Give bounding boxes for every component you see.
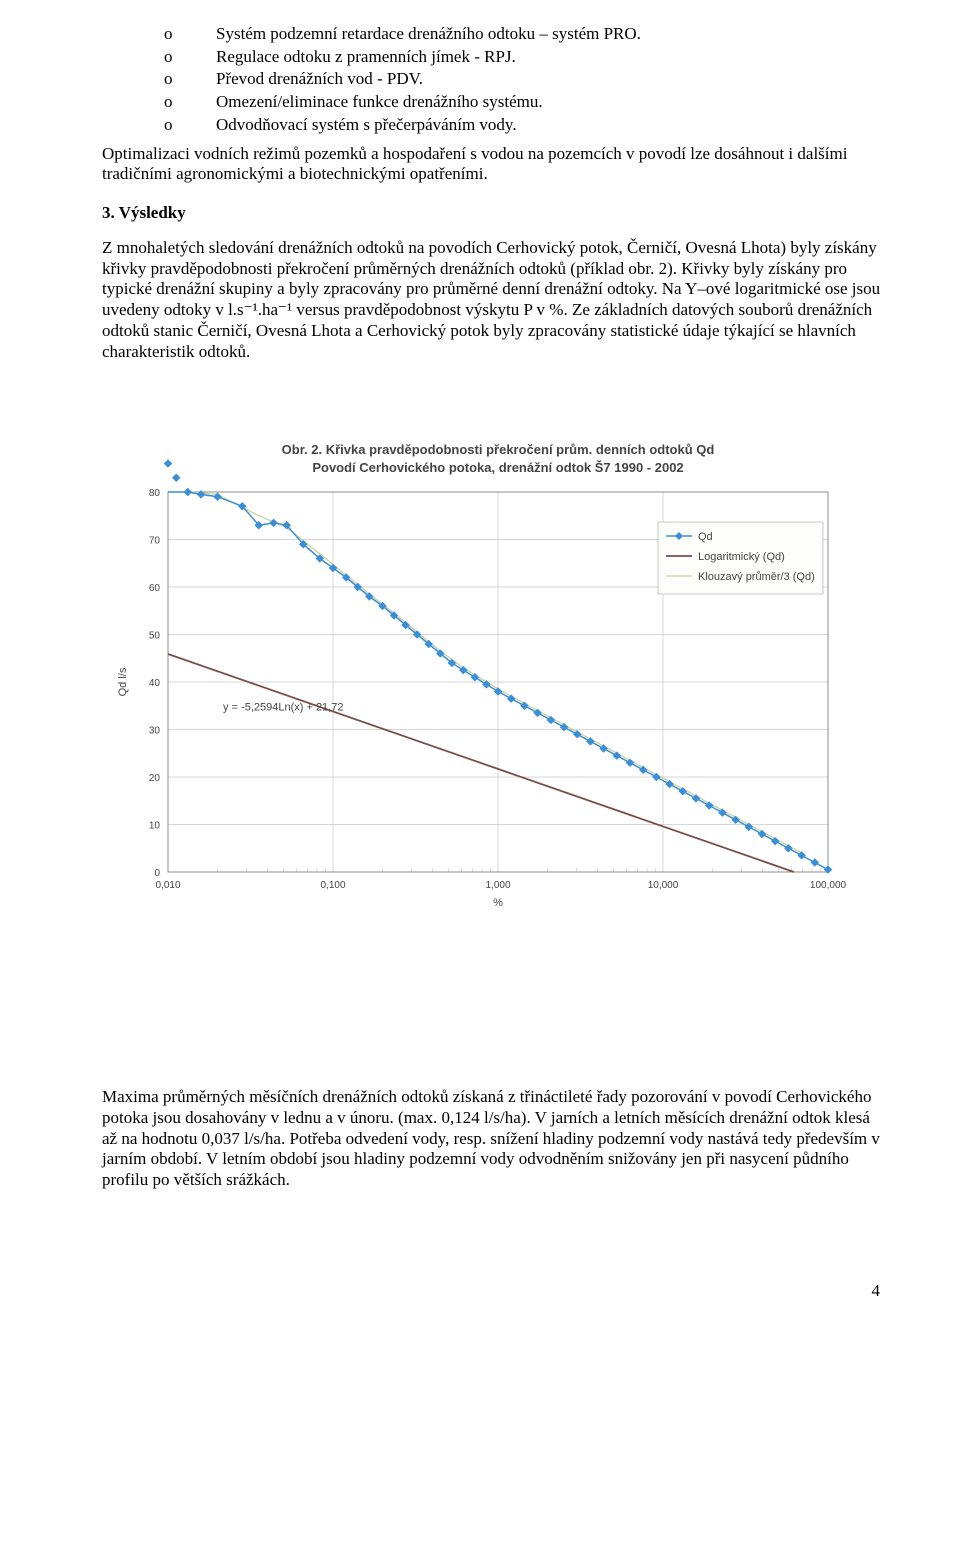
list-item: o Systém podzemní retardace drenážního o… — [102, 24, 882, 45]
svg-text:60: 60 — [149, 583, 161, 594]
svg-text:%: % — [493, 897, 503, 909]
paragraph-maxima: Maxima průměrných měsíčních drenážních o… — [102, 1087, 882, 1191]
chart-container: 0 10 20 30 40 50 60 70 80 0,010 0,100 1,000 10,000 10… — [102, 432, 882, 937]
svg-text:10,000: 10,000 — [648, 880, 679, 891]
bullet-text: Převod drenážních vod - PDV. — [216, 69, 882, 90]
bullet-marker: o — [102, 115, 216, 136]
svg-text:100,000: 100,000 — [810, 880, 847, 891]
svg-text:10: 10 — [149, 821, 161, 832]
bullet-text: Systém podzemní retardace drenážního odt… — [216, 24, 882, 45]
svg-text:50: 50 — [149, 631, 161, 642]
svg-text:Povodí Cerhovického potoka, dr: Povodí Cerhovického potoka, drenážní odt… — [312, 460, 683, 475]
svg-text:1,000: 1,000 — [485, 880, 510, 891]
svg-text:40: 40 — [149, 678, 161, 689]
bullet-marker: o — [102, 24, 216, 45]
bullet-list: o Systém podzemní retardace drenážního o… — [102, 24, 882, 136]
paragraph-optimization: Optimalizaci vodních režimů pozemků a ho… — [102, 144, 882, 185]
svg-text:Obr. 2. Křivka pravděpodobnost: Obr. 2. Křivka pravděpodobnosti překroče… — [282, 442, 715, 457]
paragraph-results: Z mnohaletých sledování drenážních odtok… — [102, 238, 882, 362]
svg-text:0,010: 0,010 — [155, 880, 180, 891]
bullet-text: Regulace odtoku z pramenních jímek - RPJ… — [216, 47, 882, 68]
svg-text:30: 30 — [149, 726, 161, 737]
bullet-marker: o — [102, 69, 216, 90]
bullet-text: Omezení/eliminace funkce drenážního syst… — [216, 92, 882, 113]
svg-text:y = -5,2594Ln(x) + 21,72: y = -5,2594Ln(x) + 21,72 — [223, 702, 343, 714]
list-item: o Odvodňovací systém s přečerpáváním vod… — [102, 115, 882, 136]
bullet-marker: o — [102, 47, 216, 68]
bullet-text: Odvodňovací systém s přečerpáváním vody. — [216, 115, 882, 136]
list-item: o Omezení/eliminace funkce drenážního sy… — [102, 92, 882, 113]
svg-text:Qd l/s: Qd l/s — [117, 667, 129, 696]
list-item: o Převod drenážních vod - PDV. — [102, 69, 882, 90]
svg-text:Klouzavý průměr/3 (Qd): Klouzavý průměr/3 (Qd) — [698, 571, 815, 583]
svg-text:0,100: 0,100 — [320, 880, 345, 891]
svg-text:70: 70 — [149, 536, 161, 547]
probability-chart: 0 10 20 30 40 50 60 70 80 0,010 0,100 1,000 10,000 10… — [108, 432, 863, 937]
chart-svg: 0 10 20 30 40 50 60 70 80 0,010 0,100 1,000 10,000 10… — [108, 432, 863, 937]
list-item: o Regulace odtoku z pramenních jímek - R… — [102, 47, 882, 68]
bullet-marker: o — [102, 92, 216, 113]
svg-text:80: 80 — [149, 488, 161, 499]
svg-text:Qd: Qd — [698, 531, 713, 543]
section-heading-results: 3. Výsledky — [102, 203, 882, 224]
svg-text:20: 20 — [149, 773, 161, 784]
svg-text:0: 0 — [154, 868, 160, 879]
page-number: 4 — [102, 1281, 882, 1302]
svg-text:Logaritmický (Qd): Logaritmický (Qd) — [698, 551, 785, 563]
